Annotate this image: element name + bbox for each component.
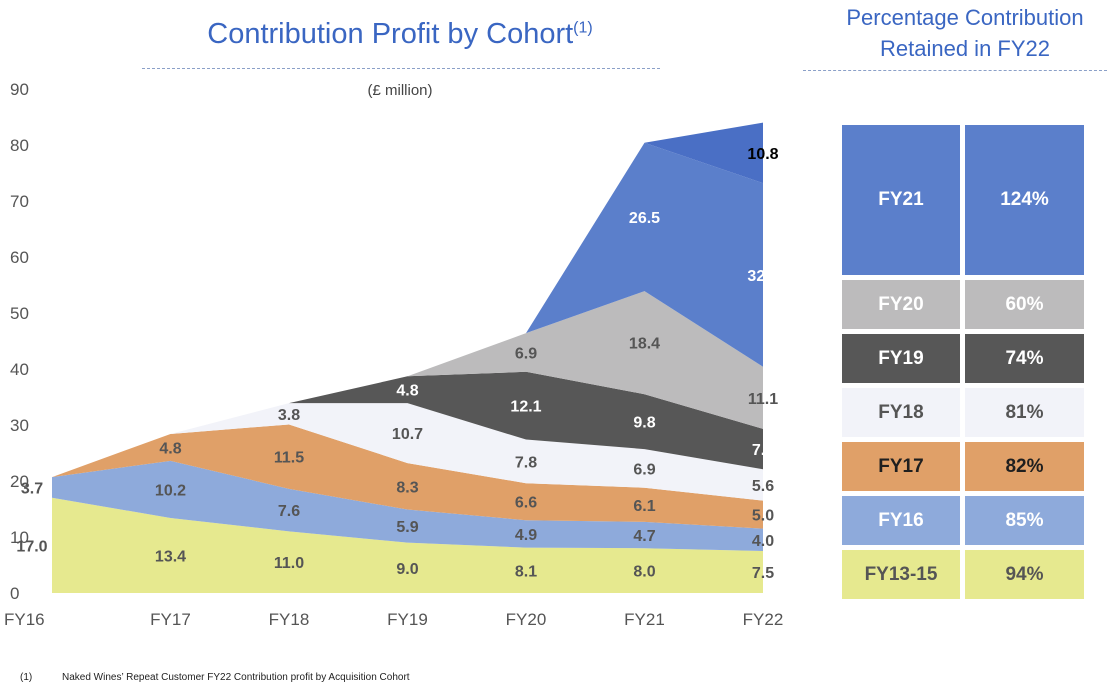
- retention-percent: 124%: [965, 125, 1084, 275]
- data-label-fy18: 7.8: [515, 454, 537, 471]
- data-label-fy17: 5.0: [752, 508, 774, 525]
- retention-percent: 94%: [965, 550, 1084, 599]
- retention-cohort: FY21: [842, 125, 960, 275]
- y-tick-label: 10: [10, 528, 29, 547]
- y-tick-label: 30: [10, 416, 29, 435]
- data-label-fy20: 18.4: [629, 336, 660, 353]
- x-tick-label: FY18: [269, 610, 310, 629]
- data-label-fy16: 4.7: [633, 528, 655, 545]
- retention-title-line1: Percentage Contribution: [846, 5, 1084, 30]
- retention-cohort: FY20: [842, 280, 960, 329]
- retention-cohort: FY18: [842, 388, 960, 437]
- x-tick-label: FY17: [150, 610, 191, 629]
- retention-percent: 85%: [965, 496, 1084, 545]
- y-tick-label: 40: [10, 360, 29, 379]
- x-tick-label: FY16: [4, 610, 45, 629]
- units-label: (£ million): [367, 82, 433, 99]
- footnote-number: (1): [20, 672, 33, 683]
- data-label-fy17: 8.3: [396, 479, 418, 496]
- footnote-text: Naked Wines’ Repeat Customer FY22 Contri…: [62, 672, 410, 683]
- y-tick-label: 60: [10, 248, 29, 267]
- y-tick-label: 80: [10, 136, 29, 155]
- retention-percent: 81%: [965, 388, 1084, 437]
- retention-title-line2: Retained in FY22: [880, 36, 1050, 61]
- data-label-fy13-15: 9.0: [396, 561, 418, 578]
- data-label-fy19: 7.2: [752, 442, 774, 459]
- data-label-fy16: 5.9: [396, 519, 418, 536]
- retention-title: Percentage Contribution Retained in FY22: [810, 2, 1113, 64]
- y-tick-label: 0: [10, 584, 19, 603]
- area-fy19: [289, 371, 763, 470]
- area-fy20: [407, 291, 763, 429]
- chart-title: Contribution Profit by Cohort(1): [130, 18, 670, 51]
- data-label-fy13-15: 13.4: [155, 548, 186, 565]
- data-label-fy18: 6.9: [633, 461, 655, 478]
- data-label-fy21: 26.5: [629, 210, 660, 227]
- data-label-fy16: 7.6: [278, 503, 300, 520]
- area-fy21: [526, 142, 763, 367]
- title-divider: [142, 68, 660, 69]
- data-label-fy19: 9.8: [633, 415, 655, 432]
- data-label-fy17: 11.5: [274, 450, 304, 467]
- data-label-fy17: 6.1: [633, 498, 655, 515]
- data-label-fy16: 3.7: [21, 480, 43, 497]
- data-label-fy19: 4.8: [396, 383, 418, 400]
- y-tick-label: 50: [10, 304, 29, 323]
- area-fy17: [52, 424, 763, 529]
- data-label-fy17: 4.8: [159, 440, 181, 457]
- data-label-fy18: 3.8: [278, 407, 300, 424]
- retention-percent: 74%: [965, 334, 1084, 383]
- data-label-fy20: 6.9: [515, 345, 537, 362]
- stacked-area-chart: 0 10 20 30 40 50 60 70 80 90 FY16 FY17 FY18 FY19 FY20 F…: [4, 80, 784, 629]
- area-fy16: [52, 460, 763, 551]
- x-tick-label: FY22: [743, 610, 784, 629]
- retention-cohort: FY16: [842, 496, 960, 545]
- title-footnote-marker: (1): [573, 19, 593, 37]
- retention-divider: [803, 70, 1107, 71]
- y-tick-label: 70: [10, 192, 29, 211]
- chart-title-text: Contribution Profit by Cohort: [207, 18, 574, 50]
- area-fy22: [644, 122, 763, 184]
- retention-cohort: FY19: [842, 334, 960, 383]
- data-label-fy13-15: 8.0: [633, 564, 655, 581]
- data-label-fy19: 12.1: [510, 399, 541, 416]
- data-label-fy16: 4.0: [752, 533, 774, 550]
- footnote: (1) Naked Wines’ Repeat Customer FY22 Con…: [20, 672, 410, 683]
- data-label-fy18: 5.6: [752, 478, 774, 495]
- data-label-fy16: 10.2: [155, 482, 186, 499]
- data-label-fy17: 6.6: [515, 495, 537, 512]
- data-label-fy20: 11.1: [748, 391, 778, 408]
- data-label-fy16: 4.9: [515, 527, 537, 544]
- data-label-fy13-15: 17.0: [16, 538, 47, 555]
- retention-percent: 60%: [965, 280, 1084, 329]
- retention-cohort: FY17: [842, 442, 960, 491]
- retention-cohort: FY13-15: [842, 550, 960, 599]
- y-tick-label: 90: [10, 80, 29, 99]
- x-tick-label: FY20: [506, 610, 547, 629]
- x-tick-label: FY21: [624, 610, 665, 629]
- data-label-fy13-15: 7.5: [752, 565, 774, 582]
- x-tick-label: FY19: [387, 610, 428, 629]
- area-fy13-15: [52, 497, 763, 593]
- data-label-fy13-15: 11.0: [274, 555, 304, 572]
- data-label-fy18: 10.7: [392, 426, 423, 443]
- retention-percent: 82%: [965, 442, 1084, 491]
- area-fy18: [170, 403, 763, 501]
- data-label-fy13-15: 8.1: [515, 563, 537, 580]
- data-label-fy21: 32.8: [747, 268, 778, 285]
- data-label-fy22: 10.8: [747, 146, 778, 163]
- y-tick-label: 20: [10, 472, 29, 491]
